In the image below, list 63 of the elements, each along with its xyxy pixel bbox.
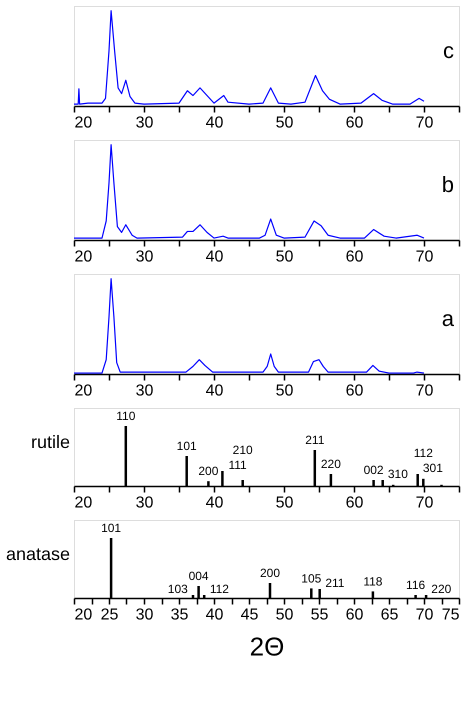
x-tick-label: 30 xyxy=(136,382,154,400)
x-tick-label: 20 xyxy=(74,382,92,400)
x-tick-label: 30 xyxy=(136,248,154,266)
x-tick-label: 40 xyxy=(206,494,224,512)
annotation: 002 xyxy=(364,463,384,477)
annotation: 101 xyxy=(176,439,198,453)
x-tick-label: 70 xyxy=(416,114,434,132)
annotation: a xyxy=(442,306,455,331)
annotation: 200 xyxy=(260,566,280,580)
x-tick-label: 60 xyxy=(346,606,364,624)
x-tick-label: 20 xyxy=(74,114,92,132)
x-tick-label: 40 xyxy=(206,606,224,624)
annotation: 004 xyxy=(188,569,209,583)
x-tick-label: 30 xyxy=(136,606,154,624)
annotation: 220 xyxy=(431,582,452,596)
x-tick-label: 20 xyxy=(74,494,92,512)
x-tick-label: 70 xyxy=(416,382,434,400)
annotation: 110 xyxy=(116,409,136,423)
x-tick-label: 20 xyxy=(74,606,92,624)
x-tick-label: 75 xyxy=(442,606,460,624)
x-tick-label: 50 xyxy=(276,248,294,266)
x-tick-label: 35 xyxy=(170,606,188,624)
y-axis-title: anatase xyxy=(6,544,70,564)
annotation: 112 xyxy=(210,582,230,596)
annotation: 105 xyxy=(301,571,322,586)
annotation: 118 xyxy=(363,574,383,588)
x-tick-label: 40 xyxy=(206,248,224,266)
x-tick-label: 55 xyxy=(310,606,328,624)
x-tick-label: 50 xyxy=(276,382,294,400)
y-axis-title: rutile xyxy=(30,432,70,452)
annotation: 111 xyxy=(228,458,248,472)
x-tick-label: 40 xyxy=(206,114,224,132)
x-tick-label: 60 xyxy=(346,382,364,400)
x-tick-label: 45 xyxy=(240,606,258,624)
annotation: 200 xyxy=(198,464,219,478)
annotation: 116 xyxy=(406,578,426,592)
annotation: 112 xyxy=(414,446,434,460)
x-tick-label: 70 xyxy=(416,248,434,266)
x-tick-label: 30 xyxy=(136,494,154,512)
annotation: 103 xyxy=(168,582,188,596)
annotation: 101 xyxy=(101,521,122,535)
x-tick-label: 50 xyxy=(276,114,294,132)
annotation: 310 xyxy=(388,467,408,481)
annotation: 211 xyxy=(305,433,325,447)
x-tick-label: 40 xyxy=(206,382,224,400)
x-tick-label: 60 xyxy=(346,494,364,512)
x-tick-label: 70 xyxy=(416,606,434,624)
x-tick-label: 60 xyxy=(346,114,364,132)
x-tick-label: 50 xyxy=(276,494,294,512)
annotation: 210 xyxy=(232,443,254,457)
x-tick-label: 70 xyxy=(416,494,434,512)
annotation: c xyxy=(443,38,454,63)
x-tick-label: 25 xyxy=(100,606,118,624)
annotation: 211 xyxy=(325,576,345,590)
x-tick-label: 30 xyxy=(136,114,154,132)
x-tick-label: 20 xyxy=(74,248,92,266)
annotation: b xyxy=(442,172,454,197)
annotation: 301 xyxy=(422,461,444,475)
x-axis-title: 2Θ xyxy=(250,632,284,662)
x-tick-label: 50 xyxy=(276,606,294,624)
x-tick-label: 65 xyxy=(380,606,398,624)
annotation: 220 xyxy=(320,457,342,471)
x-tick-label: 60 xyxy=(346,248,364,266)
